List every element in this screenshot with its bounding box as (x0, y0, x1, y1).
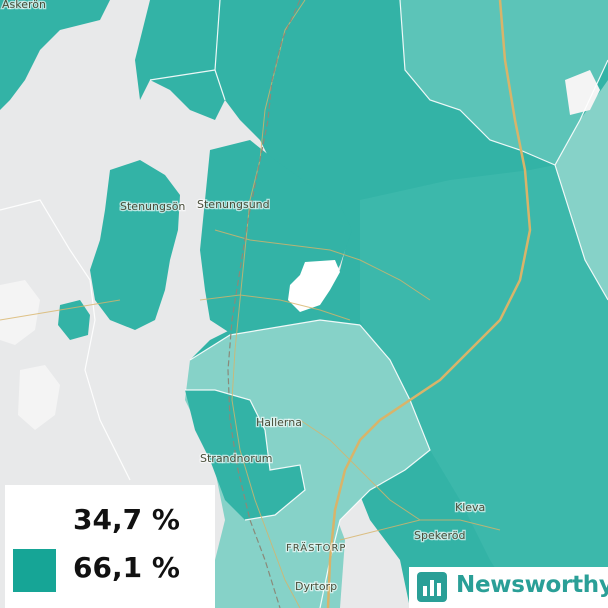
legend-value: 66,1 % (73, 551, 180, 584)
district-east-middle (360, 165, 608, 608)
district-northwest (0, 0, 110, 110)
district-south-central (185, 320, 430, 608)
district-hallerna (185, 390, 305, 520)
district-highlight (288, 260, 340, 312)
place-label: Dyrtorp (295, 580, 337, 593)
district-stenungson (90, 160, 180, 330)
district-north-strip (135, 0, 225, 120)
place-label: FRÄSTORP (286, 541, 346, 554)
legend-value: 34,7 % (73, 503, 180, 536)
district-northeast (400, 0, 608, 165)
place-label: Stenungsön (120, 200, 185, 213)
brand-logo: Newsworthy (409, 567, 608, 608)
roads (0, 0, 501, 608)
legend-swatch (13, 549, 56, 592)
water-patch-2 (18, 365, 60, 430)
district-far-east (555, 80, 608, 300)
legend-item: 66,1 % (5, 543, 215, 593)
railway (227, 0, 301, 608)
place-label: Stenungsund (197, 198, 270, 211)
place-label: Strandnorum (200, 452, 272, 465)
legend-item: 34,7 % (5, 495, 215, 545)
brand-name: Newsworthy (456, 572, 608, 598)
place-label: Hallerna (256, 416, 302, 429)
legend: 34,7 % 66,1 % (5, 485, 215, 608)
highway (326, 0, 532, 608)
bar-chart-icon (417, 572, 447, 602)
water-patch (0, 280, 40, 345)
place-label: Kleva (455, 501, 485, 514)
district-small-island (58, 300, 90, 340)
place-label: Spekeröd (414, 529, 465, 542)
water-patch-3 (565, 70, 600, 115)
legend-swatch (13, 501, 56, 544)
place-label: Askerön (2, 0, 46, 11)
district-south (240, 500, 345, 608)
